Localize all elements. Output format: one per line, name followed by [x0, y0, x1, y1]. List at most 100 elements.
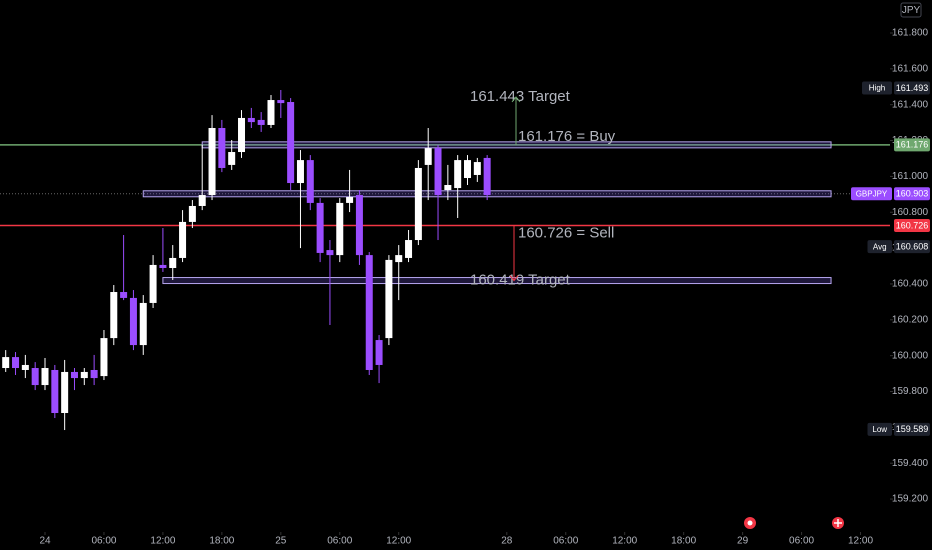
- price-marker: [894, 81, 930, 95]
- annotation: 161.443 Target: [470, 88, 571, 105]
- candle-body: [129, 297, 137, 346]
- candle-body: [110, 292, 118, 339]
- candle-body: [51, 369, 59, 414]
- price-marker-label: 161.176: [896, 140, 929, 150]
- event-icon-dot: [747, 520, 753, 526]
- price-marker: [894, 219, 930, 233]
- candle-body: [228, 152, 236, 165]
- candle-body: [238, 117, 246, 153]
- x-tick-label: 06:00: [789, 536, 814, 547]
- candle-body: [296, 160, 304, 184]
- candle-body: [2, 357, 10, 369]
- price-marker-label: 161.493: [896, 83, 929, 93]
- y-tick-label: 161.400: [892, 99, 929, 110]
- flag-icon-cross: [834, 519, 842, 527]
- candle-body: [159, 264, 167, 268]
- zone: [201, 141, 832, 149]
- x-tick-label: 29: [737, 536, 749, 547]
- price-marker: [894, 138, 930, 152]
- y-tick-label: 161.800: [892, 28, 929, 39]
- price-marker-label: 159.589: [896, 424, 929, 434]
- candle-body: [31, 368, 39, 386]
- price-marker-tag-box: [862, 81, 892, 95]
- y-tick-label: 159.800: [892, 386, 929, 397]
- candle-body: [355, 195, 363, 256]
- candle-body: [473, 162, 481, 175]
- candle-body: [257, 119, 265, 125]
- x-tick-label: 25: [275, 536, 287, 547]
- x-tick-label: 12:00: [848, 536, 873, 547]
- x-tick-label: 18:00: [209, 536, 234, 547]
- candle-body: [100, 338, 108, 377]
- candle-body: [277, 100, 285, 104]
- x-tick-label: 28: [501, 536, 513, 547]
- annotation: 160.419 Target: [470, 272, 571, 289]
- candle-body: [385, 259, 393, 339]
- price-marker-tag: Low: [872, 425, 887, 434]
- candle-body: [483, 157, 491, 196]
- candle-body: [405, 240, 413, 258]
- candle-body: [414, 167, 422, 241]
- price-marker-tag-box: [867, 240, 892, 254]
- candle-body: [306, 160, 314, 203]
- candle-body: [444, 185, 452, 191]
- candle-body: [464, 160, 472, 179]
- y-tick-label: 160.800: [892, 207, 929, 218]
- candle-body: [208, 128, 216, 196]
- candle-body: [218, 128, 226, 168]
- x-tick-label: 12:00: [150, 536, 175, 547]
- x-tick-label: 06:00: [327, 536, 352, 547]
- candle-body: [120, 292, 128, 298]
- candle-body: [424, 148, 432, 165]
- price-marker-tag-box: [851, 187, 892, 201]
- price-marker: [894, 422, 930, 436]
- candle-body: [326, 250, 334, 256]
- y-tick-label: 161.000: [892, 171, 929, 182]
- price-marker: [894, 240, 930, 254]
- price-marker-label: 160.608: [896, 242, 929, 252]
- currency: JPY: [902, 5, 921, 16]
- candle-body: [316, 202, 324, 253]
- y-tick-label: 160.200: [892, 314, 929, 325]
- candle-body: [247, 117, 255, 123]
- price-marker: [894, 187, 930, 201]
- candle-body: [139, 302, 147, 346]
- y-tick-label: 159.400: [892, 458, 929, 469]
- zone: [162, 277, 832, 285]
- x-tick-label: 12:00: [386, 536, 411, 547]
- x-tick-label: 06:00: [91, 536, 116, 547]
- target-arrow: [509, 225, 519, 282]
- candle-body: [365, 255, 373, 370]
- candle-body: [267, 100, 275, 125]
- price-marker-tag: GBPJPY: [856, 189, 888, 198]
- candle-body: [188, 205, 196, 222]
- candle-body: [198, 195, 206, 206]
- candle-body: [434, 148, 442, 196]
- bottom-icons[interactable]: [744, 517, 844, 529]
- candle-body: [179, 221, 187, 258]
- annotation: 161.176 = Buy: [518, 128, 616, 145]
- y-tick-label: 160.400: [892, 279, 929, 290]
- candle-body: [375, 340, 383, 365]
- x-tick-label: 24: [39, 536, 51, 547]
- price-marker-tag: High: [869, 84, 885, 93]
- price-marker-tag: Avg: [873, 242, 887, 251]
- price-marker-tag-box: [867, 422, 892, 436]
- candle-body: [287, 102, 295, 184]
- candle-body: [41, 368, 49, 386]
- candle-body: [61, 371, 69, 414]
- candle-body: [346, 197, 354, 203]
- price-marker-label: 160.903: [896, 189, 929, 199]
- candle-body: [90, 369, 98, 379]
- y-tick-label: 161.600: [892, 63, 929, 74]
- x-tick-label: 18:00: [671, 536, 696, 547]
- price-marker-label: 160.726: [896, 220, 929, 230]
- candle-body: [12, 357, 20, 369]
- candle-body: [21, 364, 29, 370]
- candle-body: [336, 202, 344, 256]
- candle-body: [70, 371, 78, 379]
- y-tick-label: 160.000: [892, 350, 929, 361]
- candle-body: [454, 160, 462, 189]
